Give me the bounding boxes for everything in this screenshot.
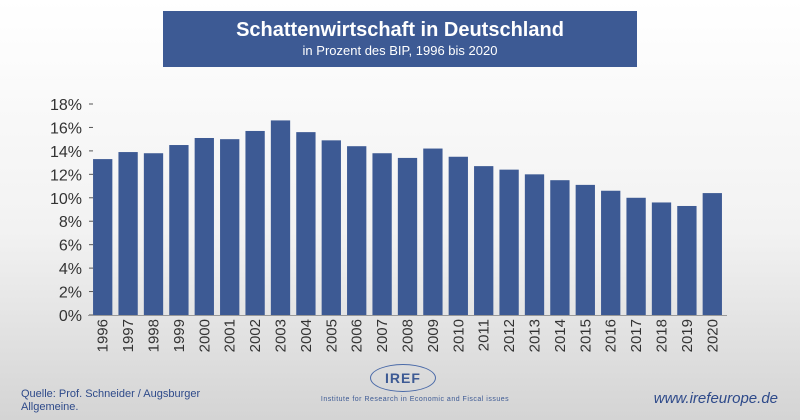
iref-logo-tagline: Institute for Research in Economic and F… [320, 396, 510, 403]
bar-2011 [474, 166, 494, 315]
y-tick-label: 10% [50, 191, 82, 208]
x-tick-label: 1999 [171, 319, 188, 352]
x-tick-label: 2007 [374, 319, 391, 352]
chart-subtitle: in Prozent des BIP, 1996 bis 2020 [302, 43, 498, 58]
y-tick-label: 8% [59, 214, 82, 231]
bar-2008 [397, 157, 418, 315]
bar-2009 [423, 148, 443, 315]
y-tick-label: 0% [59, 308, 82, 325]
bar-2015 [575, 184, 595, 315]
iref-logo: IREF Institute for Research in Economic … [300, 364, 530, 412]
bar-2005 [321, 140, 341, 315]
bar-2018 [651, 202, 672, 315]
bar-1997 [118, 152, 138, 315]
x-tick-label: 2003 [273, 319, 290, 352]
bar-2017 [626, 197, 646, 315]
x-tick-label: 2006 [349, 319, 366, 352]
x-tick-label: 2002 [247, 319, 264, 352]
bar-2001 [220, 139, 240, 315]
y-tick-label: 4% [59, 261, 82, 278]
title-box: Schattenwirtschaft in Deutschland in Pro… [163, 11, 637, 67]
y-tick-label: 16% [50, 120, 82, 137]
y-tick-label: 12% [50, 167, 82, 184]
bar-2000 [194, 137, 214, 315]
bar-2014 [550, 180, 570, 315]
x-tick-label: 2020 [704, 319, 721, 352]
bar-2003 [270, 120, 291, 316]
y-tick-label: 2% [59, 285, 82, 302]
y-tick-label: 18% [50, 97, 82, 114]
x-tick-label: 2014 [552, 319, 569, 352]
x-tick-label: 1997 [120, 319, 137, 352]
x-tick-label: 2015 [577, 319, 594, 352]
iref-logo-text: IREF [370, 364, 436, 392]
x-tick-label: 2001 [222, 319, 239, 352]
bar-2004 [296, 132, 316, 315]
y-tick-label: 6% [59, 238, 82, 255]
x-tick-label: 2000 [196, 319, 213, 352]
x-tick-label: 2004 [298, 319, 315, 352]
x-tick-label: 2019 [679, 319, 696, 352]
website-link[interactable]: www.irefeurope.de [653, 390, 778, 407]
x-tick-label: 2011 [476, 319, 493, 351]
y-tick-label: 14% [50, 144, 82, 161]
bar-1999 [169, 145, 189, 315]
x-tick-label: 2005 [323, 319, 340, 352]
source-note: Quelle: Prof. Schneider / Augsburger All… [21, 388, 201, 413]
bar-2010 [448, 156, 468, 315]
bar-2006 [347, 146, 367, 315]
x-tick-label: 1998 [146, 319, 163, 352]
bar-1996 [93, 159, 113, 315]
x-tick-label: 1996 [95, 319, 112, 352]
x-tick-label: 2012 [501, 319, 518, 352]
bar-2019 [677, 205, 697, 315]
bar-2012 [499, 169, 519, 315]
x-tick-label: 2010 [450, 319, 467, 352]
x-tick-label: 2008 [400, 319, 417, 352]
chart-title: Schattenwirtschaft in Deutschland [236, 19, 564, 41]
bar-2016 [601, 190, 621, 315]
bar-2020 [702, 193, 722, 315]
x-tick-label: 2013 [527, 319, 544, 352]
x-tick-label: 2009 [425, 319, 442, 352]
bar-2007 [372, 153, 392, 315]
x-tick-label: 2016 [603, 319, 620, 352]
x-tick-label: 2018 [654, 319, 671, 352]
bar-2002 [245, 130, 265, 315]
bar-2013 [524, 174, 545, 315]
bar-1998 [143, 153, 164, 315]
x-tick-label: 2017 [628, 319, 645, 352]
